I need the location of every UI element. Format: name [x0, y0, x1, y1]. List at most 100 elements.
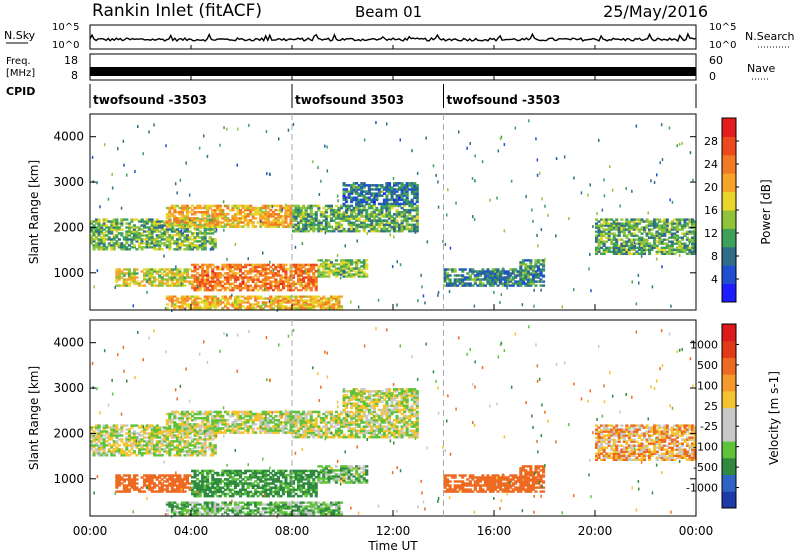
echo-speckle	[324, 145, 326, 148]
freq-panel: Freq. [MHz] 18 8 60 0 Nave	[6, 54, 775, 83]
echo-speckle	[223, 229, 225, 232]
colorbar-swatch	[722, 228, 736, 247]
echo-cell	[221, 209, 224, 212]
echo-speckle	[689, 242, 691, 245]
echo-cell	[199, 297, 202, 299]
echo-speckle	[638, 274, 640, 277]
cpid-segment-label: twofsound -3503	[93, 93, 207, 107]
echo-speckle	[437, 181, 439, 184]
echo-speckle	[269, 300, 271, 303]
echo-cell	[199, 225, 202, 228]
echo-speckle	[455, 202, 457, 205]
echo-speckle	[266, 172, 268, 175]
echo-cell	[219, 303, 222, 305]
echo-speckle	[581, 191, 583, 194]
echo-speckle	[539, 172, 541, 175]
echo-cell	[648, 243, 651, 245]
echo-speckle	[165, 144, 167, 147]
echo-cell	[120, 228, 123, 230]
echo-speckle	[235, 243, 237, 246]
echo-cell	[166, 303, 169, 305]
echo-speckle	[320, 180, 322, 183]
echo-speckle	[496, 197, 498, 200]
velocity-echo-cells	[90, 325, 697, 518]
echo-cell	[226, 307, 229, 309]
echo-cell	[226, 419, 229, 422]
colorbar-swatch	[722, 284, 736, 303]
echo-cell	[254, 431, 257, 434]
echo-speckle	[670, 305, 672, 308]
echo-speckle	[555, 234, 557, 237]
colorbar-swatch	[722, 210, 736, 229]
echo-cell	[98, 218, 101, 220]
echo-speckle	[260, 220, 262, 223]
echo-speckle	[415, 231, 417, 234]
echo-speckle	[541, 279, 543, 282]
echo-speckle	[159, 241, 161, 244]
echo-cell	[141, 280, 144, 282]
echo-speckle	[281, 209, 283, 212]
echo-speckle	[661, 123, 663, 126]
echo-speckle	[420, 274, 422, 277]
echo-cell	[133, 244, 136, 246]
echo-speckle	[386, 122, 388, 125]
echo-speckle	[96, 181, 98, 184]
echo-cell	[135, 272, 138, 274]
echo-speckle	[337, 214, 339, 217]
echo-speckle	[226, 258, 228, 261]
echo-speckle	[92, 156, 94, 159]
echo-cell	[365, 263, 368, 265]
echo-cell	[474, 280, 477, 282]
echo-speckle	[458, 130, 460, 133]
colorbar-swatch	[722, 247, 736, 266]
echo-speckle	[325, 231, 327, 234]
echo-speckle	[662, 158, 664, 161]
echo-speckle	[226, 128, 228, 131]
colorbar-swatch	[722, 155, 736, 174]
echo-speckle	[143, 152, 145, 155]
echo-speckle	[482, 160, 484, 163]
echo-speckle	[367, 232, 369, 235]
echo-cell	[252, 221, 255, 224]
echo-speckle	[544, 205, 546, 208]
echo-cell	[340, 305, 343, 307]
echo-cell	[226, 411, 229, 414]
echo-speckle	[176, 191, 178, 194]
echo-speckle	[278, 137, 280, 140]
echo-speckle	[197, 285, 199, 288]
echo-speckle	[272, 205, 274, 208]
echo-cell	[125, 424, 128, 426]
echo-speckle	[204, 225, 206, 228]
echo-cell	[252, 427, 255, 430]
date-label: 25/May/2016	[603, 2, 708, 21]
echo-speckle	[544, 258, 546, 261]
echo-speckle	[631, 190, 633, 193]
echo-cell	[221, 415, 224, 418]
echo-speckle	[470, 142, 472, 145]
colorbar-tick-label: 8	[711, 250, 718, 263]
echo-cell	[214, 238, 217, 240]
power-echo-cells	[90, 119, 697, 312]
echo-cell	[115, 218, 118, 220]
echo-cell	[247, 299, 250, 301]
echo-speckle	[636, 302, 638, 305]
echo-speckle	[219, 144, 221, 147]
echo-speckle	[535, 137, 537, 140]
echo-speckle	[636, 125, 638, 128]
echo-cell	[449, 278, 452, 280]
echo-speckle	[659, 161, 661, 164]
echo-speckle	[515, 127, 517, 130]
echo-cell	[135, 268, 138, 270]
echo-speckle	[417, 172, 419, 175]
echo-speckle	[372, 195, 374, 198]
echo-speckle	[506, 286, 508, 289]
echo-cell	[358, 230, 361, 233]
echo-speckle	[327, 169, 329, 172]
echo-speckle	[378, 299, 380, 302]
echo-cell	[671, 245, 674, 247]
echo-cell	[464, 268, 467, 270]
echo-speckle	[493, 291, 495, 294]
echo-speckle	[531, 209, 533, 212]
echo-cell	[317, 205, 320, 208]
